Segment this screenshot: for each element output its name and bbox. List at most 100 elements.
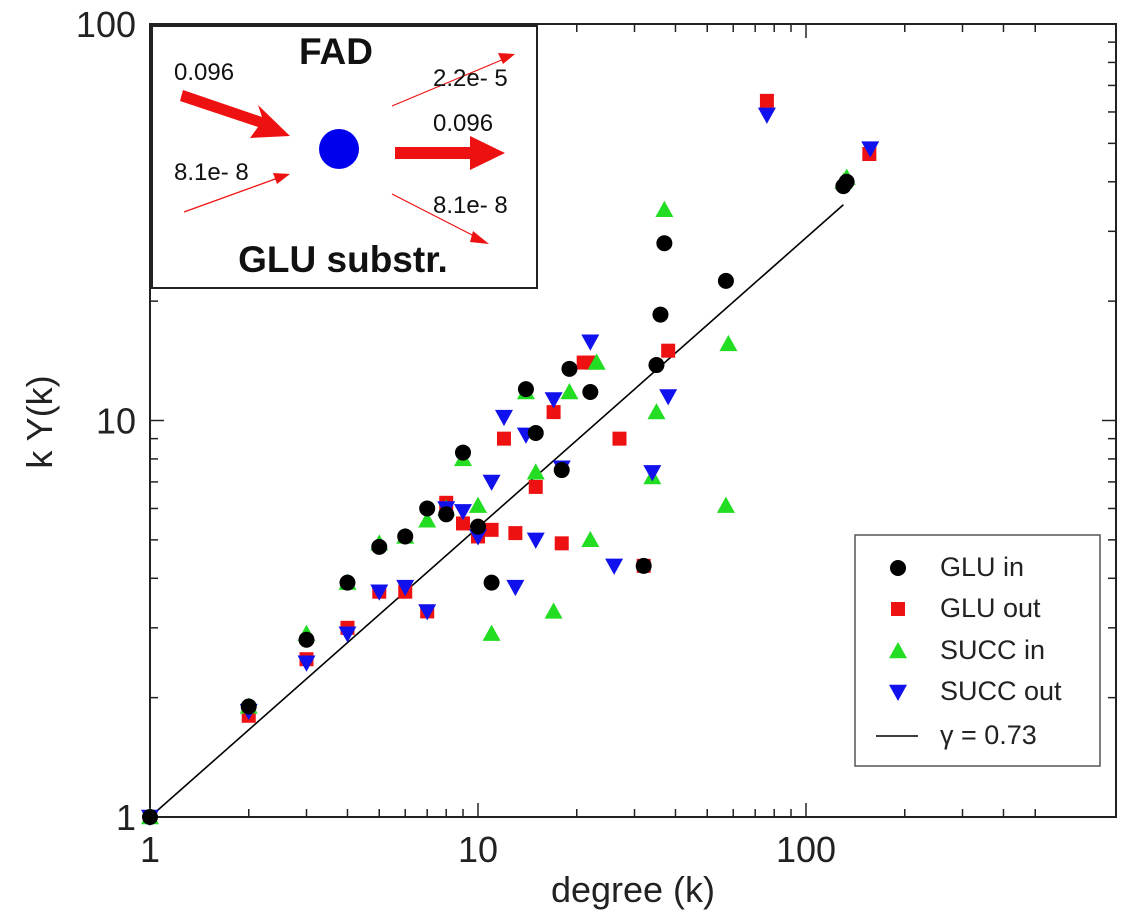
point-triangle-up xyxy=(587,353,606,370)
point-triangle-up xyxy=(560,382,579,400)
inset-out-bottom-value: 8.1e- 8 xyxy=(433,192,508,219)
legend-label-succ-in: SUCC in xyxy=(940,635,1045,665)
point-triangle-down xyxy=(659,389,678,406)
point-circle xyxy=(371,538,388,555)
point-triangle-up xyxy=(482,624,501,641)
point-triangle-up xyxy=(719,334,738,352)
x-tick-label: 1 xyxy=(140,829,160,870)
point-triangle-up xyxy=(469,496,487,513)
x-tick-label: 10 xyxy=(458,829,498,870)
y-tick-label: 1 xyxy=(116,797,136,838)
point-circle xyxy=(635,557,652,574)
point-triangle-up xyxy=(655,200,674,217)
point-triangle-down xyxy=(453,504,472,521)
point-triangle-down xyxy=(605,558,624,575)
inset-out-arrow-top xyxy=(391,58,505,107)
inset-substrate-label: GLU substr. xyxy=(238,239,448,280)
point-triangle-up xyxy=(716,496,735,513)
y-axis-title: k Y(k) xyxy=(19,375,60,468)
point-circle xyxy=(527,424,544,441)
legend-marker-circle xyxy=(890,560,906,576)
point-square xyxy=(554,536,569,551)
legend-markers xyxy=(889,560,907,701)
point-triangle-down xyxy=(544,392,563,409)
point-circle xyxy=(582,383,599,400)
y-tick-label: 10 xyxy=(96,401,136,442)
point-triangle-down xyxy=(370,584,389,601)
point-circle xyxy=(419,500,436,517)
point-triangle-up xyxy=(581,530,600,548)
inset-out-arrow-bottom xyxy=(391,193,479,239)
point-square xyxy=(612,431,627,446)
point-circle xyxy=(438,506,455,523)
inset-in-bottom-value: 8.1e- 8 xyxy=(174,159,249,186)
point-square xyxy=(528,479,543,494)
point-circle xyxy=(339,574,356,591)
inset-in-arrow-thick xyxy=(180,90,290,138)
point-triangle-up xyxy=(647,403,666,420)
point-circle xyxy=(240,698,257,715)
legend-label-glu-out: GLU out xyxy=(940,593,1041,623)
point-circle xyxy=(652,306,669,323)
legend-label-succ-out: SUCC out xyxy=(940,676,1062,706)
inset-diagram: FAD GLU substr. 0.096 8.1e- 8 2.2e- 5 0.… xyxy=(151,25,538,289)
legend-label-fit: γ = 0.73 xyxy=(940,720,1037,750)
inset-in-top-value: 0.096 xyxy=(174,59,234,86)
inset-out-arrow-top-head xyxy=(498,53,515,64)
point-triangle-down xyxy=(526,532,545,549)
inset-in-arrow-thin xyxy=(183,177,279,213)
x-axis-title: degree (k) xyxy=(551,869,715,910)
point-square xyxy=(455,516,470,531)
point-triangle-down xyxy=(581,334,600,351)
legend-marker-triangle-up xyxy=(889,642,907,659)
point-triangle-down xyxy=(418,604,437,621)
point-square xyxy=(496,431,511,446)
point-circle xyxy=(397,528,414,545)
point-triangle-down xyxy=(338,626,357,643)
legend-marker-triangle-down xyxy=(889,684,907,701)
point-square xyxy=(508,526,523,541)
point-circle xyxy=(298,631,315,648)
point-triangle-down xyxy=(506,579,525,597)
fit-line xyxy=(149,204,844,818)
inset-out-middle-value: 0.096 xyxy=(433,110,493,137)
point-triangle-down xyxy=(861,141,880,158)
point-triangle-up xyxy=(418,511,437,528)
x-tick-label: 100 xyxy=(776,829,836,870)
point-circle xyxy=(561,360,578,377)
point-circle xyxy=(142,809,158,825)
point-triangle-down xyxy=(643,465,662,482)
inset-out-arrow-bottom-head xyxy=(470,231,489,244)
legend-marker-square xyxy=(891,602,905,616)
point-square xyxy=(661,343,676,358)
point-square xyxy=(546,405,561,420)
inset-out-top-value: 2.2e- 5 xyxy=(433,65,508,92)
inset-in-arrow-thin-head xyxy=(273,173,290,184)
point-circle xyxy=(838,173,855,190)
data-points xyxy=(141,93,880,826)
point-triangle-up xyxy=(526,463,545,480)
point-triangle-up xyxy=(544,602,563,619)
point-square xyxy=(759,93,774,108)
inset-node-label: FAD xyxy=(299,31,373,72)
point-triangle-down xyxy=(297,655,316,672)
point-circle xyxy=(454,444,471,461)
point-triangle-down xyxy=(757,107,776,124)
legend-label-glu-in: GLU in xyxy=(940,552,1024,582)
legend: GLU in GLU out SUCC in SUCC out γ = 0.73 xyxy=(854,534,1101,767)
point-circle xyxy=(656,235,673,252)
inset-out-arrow-thick xyxy=(395,136,505,170)
point-circle xyxy=(553,462,570,479)
point-square xyxy=(484,522,499,537)
point-triangle-down xyxy=(469,529,487,546)
point-circle xyxy=(517,381,534,398)
point-circle xyxy=(483,574,500,591)
point-triangle-down xyxy=(494,409,513,427)
point-circle xyxy=(648,357,665,374)
point-triangle-down xyxy=(482,474,501,491)
point-circle xyxy=(717,272,734,289)
inset-node-dot xyxy=(319,129,359,169)
point-circle xyxy=(470,518,486,535)
point-triangle-down xyxy=(396,579,415,597)
